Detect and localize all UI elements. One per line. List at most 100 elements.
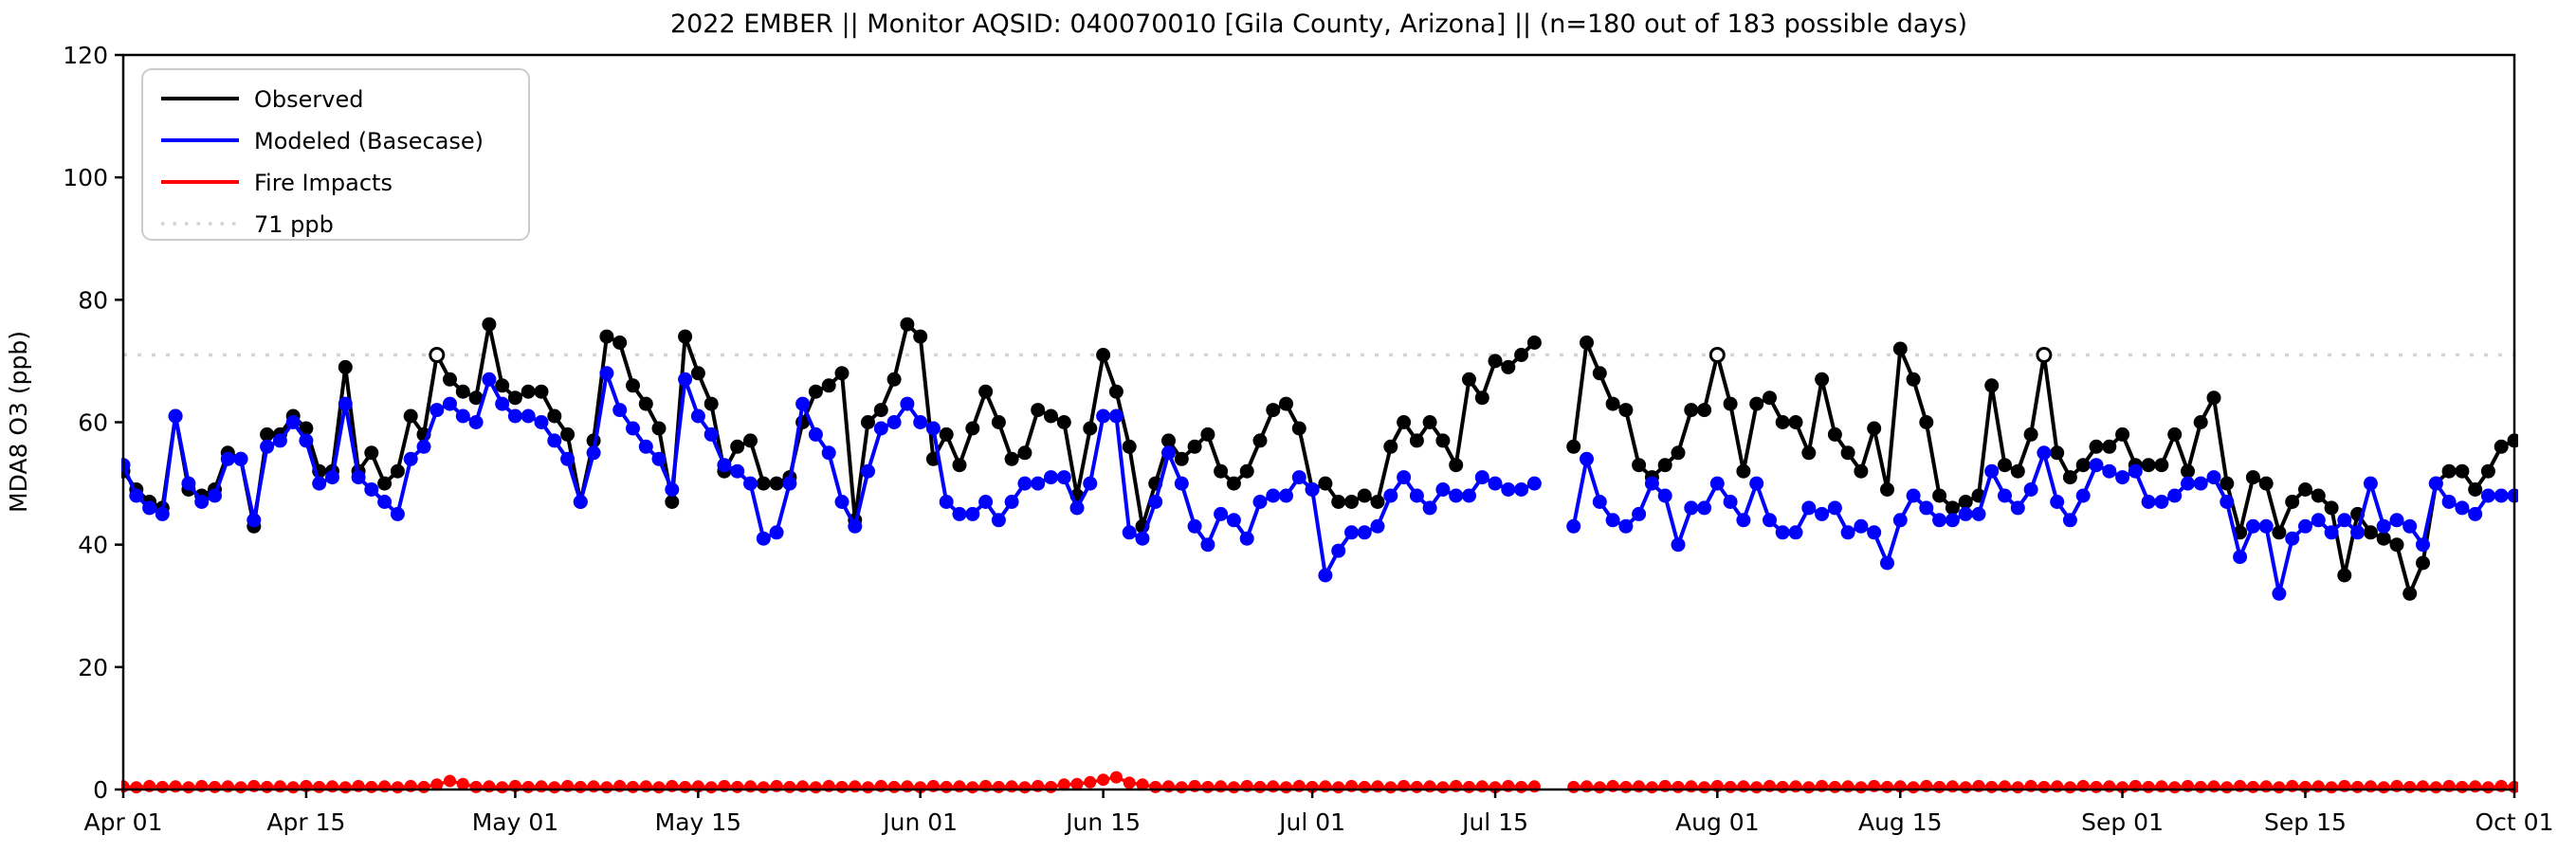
y-axis-ticks: 0 20 40 60 80 100 120 [63,42,123,804]
series-observed-marker [1435,433,1451,448]
series-modeled-basecase-marker [1135,531,1150,546]
series-modeled-basecase-marker [1697,500,1712,516]
legend-label: Fire Impacts [254,170,393,196]
series-observed-marker [2311,488,2326,503]
series-observed-marker [1383,439,1398,454]
series-fire-impacts-marker [574,780,587,793]
series-modeled-basecase-marker [1318,568,1333,583]
series-observed-marker [1580,336,1594,350]
series-observed-marker [1187,439,1202,454]
series-modeled-basecase-marker [1331,543,1346,558]
series-modeled-basecase-marker [129,488,144,503]
series-modeled-basecase-marker [2416,537,2430,553]
series-modeled-basecase-marker [756,531,771,546]
series-fire-impacts-marker [1750,781,1763,794]
series-modeled-basecase-marker [1474,470,1489,485]
series-observed-marker [2089,439,2104,454]
series-fire-impacts-marker [1854,781,1868,794]
x-tick-label: Jun 15 [1064,808,1141,836]
series-fire-impacts-marker [2194,780,2207,793]
series-modeled-basecase-marker [1148,495,1163,509]
series-fire-impacts-marker [496,781,509,794]
series-modeled-basecase-marker [521,408,536,424]
data-series-group [121,317,2518,794]
series-observed-marker [1096,348,1111,362]
series-observed-marker [1566,439,1581,454]
series-modeled-basecase-marker [1657,488,1672,503]
series-modeled-basecase-marker [1788,525,1803,540]
series-observed-marker [1462,372,1476,387]
series-modeled-basecase-marker [1958,506,1973,521]
series-fire-impacts-marker [1593,781,1606,794]
series-modeled-basecase-marker [1763,513,1777,528]
series-observed-marker [1919,415,1934,429]
series-observed-marker [2480,463,2495,479]
series-modeled-basecase-marker [1069,500,1085,516]
series-observed-marker [2154,458,2169,473]
series-observed-marker [1044,408,1058,424]
series-modeled-basecase-marker [638,439,653,454]
series-modeled-basecase-marker [2115,470,2130,485]
series-modeled-basecase-marker [1370,518,1385,534]
series-observed-marker [1763,390,1777,406]
x-tick-label: Jul 01 [1277,808,1345,836]
series-modeled-basecase-marker [1998,488,2012,503]
series-fire-impacts-marker [1201,780,1215,793]
series-observed-marker [978,384,994,399]
series-modeled-basecase-marker [626,421,640,436]
series-modeled-basecase-marker [991,513,1006,528]
series-modeled-basecase-marker [2428,476,2443,491]
series-observed-marker [2363,525,2378,540]
series-modeled-basecase-marker [2050,495,2065,509]
series-modeled-basecase-marker [1618,518,1634,534]
series-fire-impacts-marker [679,780,692,793]
series-observed-marker [2402,586,2418,601]
x-tick-label: Aug 01 [1675,808,1760,836]
series-modeled-basecase-marker [377,495,393,509]
series-modeled-basecase-marker [429,403,445,418]
series-modeled-basecase-marker [1096,408,1111,424]
series-fire-impacts-marker [2456,780,2469,793]
series-modeled-basecase-marker [2128,463,2143,479]
series-modeled-basecase-marker [1723,495,1738,509]
series-observed-marker [1697,403,1712,418]
series-modeled-basecase-marker [1840,525,1855,540]
series-observed-marker [2023,426,2038,442]
series-modeled-basecase-marker [886,415,902,429]
legend-label: Modeled (Basecase) [254,128,484,154]
series-observed-marker [1031,403,1046,418]
series-modeled-basecase-marker [1775,525,1790,540]
series-modeled-basecase-marker [678,372,693,387]
series-fire-impacts-marker [2246,780,2259,793]
series-modeled-basecase-marker [1984,463,2000,479]
series-observed-marker [1736,463,1751,479]
series-fire-impacts-marker [940,780,953,793]
series-modeled-basecase-marker [1083,476,1098,491]
series-fire-impacts-marker [1097,773,1110,787]
series-modeled-basecase-marker [2441,495,2457,509]
series-modeled-basecase-marker [769,525,784,540]
series-observed-marker [2324,500,2339,516]
series-modeled-basecase-marker [1214,506,1229,521]
series-observed-marker [1004,451,1019,466]
series-observed-marker [1226,476,1241,491]
series-modeled-basecase-marker [1827,500,1842,516]
series-modeled-basecase-marker [1409,488,1424,503]
series-modeled-basecase-marker [1867,525,1882,540]
series-modeled-basecase-marker [443,396,457,411]
series-observed-marker [521,384,536,399]
series-observed-marker [703,396,719,411]
series-modeled-basecase-marker [1892,513,1908,528]
series-fire-impacts-marker [704,781,718,794]
series-observed-marker [2272,525,2287,540]
series-observed-marker [2181,463,2195,479]
series-fire-impacts-marker [2168,781,2182,794]
series-observed-marker [1880,482,1894,497]
y-tick-label: 0 [93,776,108,804]
series-modeled-basecase-marker [1632,506,1647,521]
series-observed-marker [1174,451,1189,466]
series-modeled-basecase-marker [1815,506,1830,521]
series-observed-marker [769,476,784,491]
series-modeled-basecase-marker [1187,518,1202,534]
